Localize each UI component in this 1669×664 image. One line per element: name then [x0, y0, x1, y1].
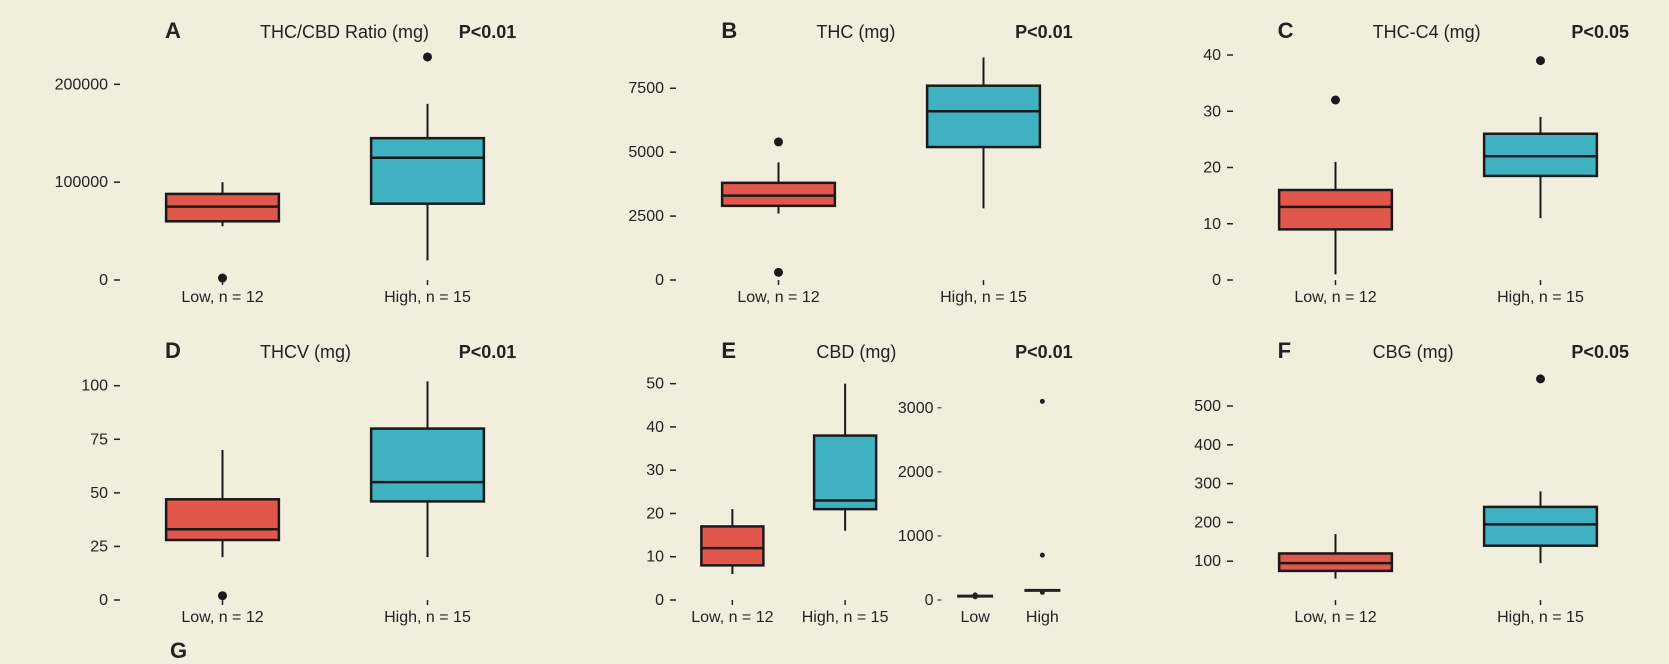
- y-tick-label: 30: [647, 462, 665, 479]
- category-label: High, n = 15: [802, 609, 889, 626]
- chart-grid: ATHC/CBD Ratio (mg)P<0.010100000200000Lo…: [0, 0, 1669, 640]
- category-label: Low, n = 12: [1294, 289, 1376, 306]
- y-tick-label: 30: [1203, 103, 1221, 120]
- inset-point: [973, 592, 978, 597]
- outlier-point: [1331, 96, 1340, 105]
- outlier-point: [1536, 56, 1545, 65]
- panel-b: B THC (mg) P<0.01 0 2500 5000 7500 Low, n = 12 H…: [556, 0, 1112, 320]
- box: [1484, 507, 1597, 546]
- inset-y-tick: 0: [925, 592, 934, 609]
- boxplot-svg: 0 10 20 30 40 Low, n = 12 High, n = 15: [1113, 0, 1669, 320]
- y-tick-label: 5000: [629, 144, 665, 161]
- panel-e: E CBD (mg) P<0.01 0 10 20 30 40 50 Low, n = 12 Hig…: [556, 320, 1112, 640]
- boxplot-svg: 0 25 50 75 100 Low, n = 12 High, n = 15: [0, 320, 556, 640]
- p-value-label: P<0.01: [459, 22, 517, 43]
- y-tick-label: 50: [90, 485, 108, 502]
- y-tick-label: 40: [647, 419, 665, 436]
- panel-c: C THC-C4 (mg) P<0.05 0 10 20 30 40 Low, n = 12 Hi…: [1113, 0, 1669, 320]
- boxplot-svg: 0 100000 200000 Low, n = 12 High, n = 15: [0, 0, 556, 320]
- panel-d: D THCV (mg) P<0.01 0 25 50 75 100 Low, n = 12 Hig…: [0, 320, 556, 640]
- y-tick-label: 400: [1194, 437, 1221, 454]
- panel-title: CBD (mg): [816, 342, 896, 363]
- y-tick-label: 0: [99, 272, 108, 289]
- inset-category-label: Low: [961, 609, 991, 626]
- y-tick-label: 200: [1194, 514, 1221, 531]
- panel-letter: B: [721, 18, 737, 44]
- panel-letter: C: [1278, 18, 1294, 44]
- inset-y-tick: 2000: [898, 464, 934, 481]
- y-tick-label: 300: [1194, 476, 1221, 493]
- y-tick-label: 40: [1203, 47, 1221, 64]
- box: [927, 86, 1040, 147]
- inset-y-tick: 1000: [898, 528, 934, 545]
- inset-point: [1040, 553, 1045, 558]
- outlier-point: [774, 268, 783, 277]
- box: [814, 436, 876, 510]
- box: [702, 526, 764, 565]
- outlier-point: [423, 52, 432, 61]
- y-tick-label: 10: [647, 549, 665, 566]
- y-tick-label: 100: [81, 378, 108, 395]
- outlier-point: [218, 591, 227, 600]
- y-tick-label: 50: [647, 376, 665, 393]
- outlier-point: [1536, 374, 1545, 383]
- category-label: High, n = 15: [940, 289, 1027, 306]
- category-label: Low, n = 12: [738, 289, 820, 306]
- category-label: Low, n = 12: [692, 609, 774, 626]
- panel-letter: D: [165, 338, 181, 364]
- box: [722, 183, 835, 206]
- y-tick-label: 0: [99, 592, 108, 609]
- box: [166, 499, 279, 540]
- category-label: High, n = 15: [384, 289, 471, 306]
- box: [371, 138, 484, 204]
- box: [1279, 190, 1392, 229]
- y-tick-label: 0: [1212, 272, 1221, 289]
- box: [1484, 134, 1597, 176]
- y-tick-label: 20: [1203, 160, 1221, 177]
- panel-title: THC/CBD Ratio (mg): [260, 22, 429, 43]
- category-label: Low, n = 12: [181, 609, 263, 626]
- y-tick-label: 10: [1203, 216, 1221, 233]
- category-label: High, n = 15: [384, 609, 471, 626]
- panel-letter-g: G: [170, 638, 187, 664]
- panel-title: CBG (mg): [1373, 342, 1454, 363]
- y-tick-label: 0: [655, 272, 664, 289]
- panel-letter: E: [721, 338, 736, 364]
- category-label: Low, n = 12: [1294, 609, 1376, 626]
- p-value-label: P<0.01: [459, 342, 517, 363]
- boxplot-svg: 0 2500 5000 7500 Low, n = 12 High, n = 15: [556, 0, 1112, 320]
- panel-title: THC (mg): [816, 22, 895, 43]
- y-tick-label: 75: [90, 431, 108, 448]
- panel-letter: A: [165, 18, 181, 44]
- p-value-label: P<0.05: [1571, 22, 1629, 43]
- y-tick-label: 0: [655, 592, 664, 609]
- inset-point: [1040, 399, 1045, 404]
- panel-f: F CBG (mg) P<0.05 100 200 300 400 500 Low, n = 1…: [1113, 320, 1669, 640]
- panel-title: THC-C4 (mg): [1373, 22, 1481, 43]
- y-tick-label: 20: [647, 505, 665, 522]
- category-label: High, n = 15: [1497, 289, 1584, 306]
- y-tick-label: 25: [90, 538, 108, 555]
- outlier-point: [774, 137, 783, 146]
- inset-category-label: High: [1026, 609, 1059, 626]
- panel-a: A THC/CBD Ratio (mg) P<0.01 0 100000 200000 Lo…: [0, 0, 556, 320]
- y-tick-label: 200000: [55, 76, 108, 93]
- panel-title: THCV (mg): [260, 342, 351, 363]
- boxplot-svg: 0 10 20 30 40 50 Low, n = 12 High, n = 15 0 1000 2…: [556, 320, 1112, 640]
- p-value-label: P<0.01: [1015, 22, 1073, 43]
- panel-letter: F: [1278, 338, 1291, 364]
- y-tick-label: 100000: [55, 174, 108, 191]
- inset-point: [1040, 590, 1045, 595]
- y-tick-label: 7500: [629, 80, 665, 97]
- y-tick-label: 100: [1194, 553, 1221, 570]
- boxplot-svg: 100 200 300 400 500 Low, n = 12 High, n = 15: [1113, 320, 1669, 640]
- box: [371, 429, 484, 502]
- p-value-label: P<0.01: [1015, 342, 1073, 363]
- category-label: High, n = 15: [1497, 609, 1584, 626]
- inset-y-tick: 3000: [898, 400, 934, 417]
- p-value-label: P<0.05: [1571, 342, 1629, 363]
- y-tick-label: 500: [1194, 398, 1221, 415]
- y-tick-label: 2500: [629, 208, 665, 225]
- category-label: Low, n = 12: [181, 289, 263, 306]
